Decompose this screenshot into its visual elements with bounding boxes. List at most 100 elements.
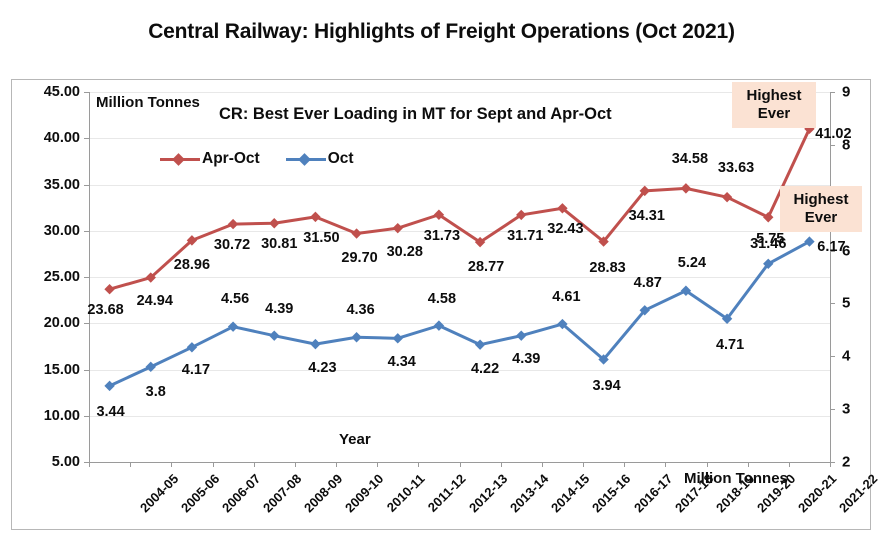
data-label-oct: 4.17 xyxy=(181,362,211,379)
series-marker-oct xyxy=(227,321,239,332)
right-axis-tick-label: 8 xyxy=(842,136,851,154)
data-label-oct: 4.36 xyxy=(346,302,375,319)
series-marker-apr-oct xyxy=(516,209,527,221)
series-marker-oct xyxy=(351,332,362,343)
series-marker-oct xyxy=(721,313,733,324)
data-label-oct: 6.17 xyxy=(817,238,846,255)
series-marker-oct xyxy=(680,285,692,296)
series-marker-apr-oct xyxy=(433,209,445,220)
data-label-apr-oct: 28.77 xyxy=(467,259,505,276)
right-axis-tick xyxy=(830,92,835,93)
left-axis-tick-label: 35.00 xyxy=(43,176,80,193)
x-axis-tick xyxy=(541,462,543,467)
highest-ever-aproct-callout: Highest Ever xyxy=(732,82,816,129)
legend-label: Oct xyxy=(327,150,354,167)
data-label-oct: 5.75 xyxy=(756,230,785,247)
series-marker-apr-oct xyxy=(598,236,609,247)
data-label-apr-oct: 29.70 xyxy=(341,249,378,266)
series-marker-apr-oct xyxy=(310,211,321,223)
series-marker-oct xyxy=(104,380,115,392)
series-marker-oct xyxy=(516,330,527,341)
series-marker-apr-oct xyxy=(145,272,156,283)
left-axis-tick xyxy=(84,277,89,278)
legend-swatch-icon xyxy=(285,152,326,166)
data-label-apr-oct: 31.46 xyxy=(750,236,787,253)
series-marker-oct xyxy=(763,258,774,269)
series-marker-oct xyxy=(186,342,198,353)
x-axis-tick xyxy=(459,462,461,467)
x-axis-tick xyxy=(624,462,626,467)
callout-line-2: Ever xyxy=(757,104,791,122)
series-marker-apr-oct xyxy=(474,236,486,248)
data-label-apr-oct: 34.31 xyxy=(628,207,665,224)
left-axis-tick-label: 5.00 xyxy=(51,454,80,470)
x-axis-tick xyxy=(89,462,90,467)
series-marker-oct xyxy=(269,330,280,341)
chart-container: Million Tonnes Million Tonnes CR: Best E… xyxy=(11,79,881,530)
data-label-apr-oct: 31.50 xyxy=(303,229,340,246)
data-label-oct: 5.24 xyxy=(677,254,707,271)
legend-item-apr-oct[interactable]: Apr-Oct xyxy=(160,150,260,168)
page-title: Central Railway: Highlights of Freight O… xyxy=(148,20,735,43)
left-axis-tick-label: 15.00 xyxy=(43,361,80,378)
data-label-apr-oct: 32.43 xyxy=(547,221,584,238)
series-marker-oct xyxy=(474,339,486,350)
gridline xyxy=(89,415,830,417)
legend-swatch-icon xyxy=(160,152,200,166)
data-label-oct: 4.39 xyxy=(512,350,541,367)
data-label-apr-oct: 30.81 xyxy=(261,236,298,253)
right-axis-tick xyxy=(830,409,835,411)
series-marker-apr-oct xyxy=(186,235,198,246)
x-axis-tick xyxy=(583,462,584,467)
x-axis-tick xyxy=(418,462,420,467)
series-marker-oct xyxy=(557,318,568,330)
right-axis-tick xyxy=(830,250,835,252)
series-marker-apr-oct xyxy=(721,191,733,203)
x-axis-tick xyxy=(788,462,790,467)
series-marker-oct xyxy=(598,354,609,365)
left-axis-tick xyxy=(84,138,89,140)
x-axis-tick xyxy=(130,462,132,467)
series-marker-apr-oct xyxy=(392,222,403,234)
right-axis-tick-label: 9 xyxy=(842,83,851,101)
data-label-oct: 4.34 xyxy=(387,354,416,371)
data-label-oct: 4.61 xyxy=(552,289,581,306)
left-axis-line xyxy=(89,92,90,462)
gridline xyxy=(89,277,830,278)
data-label-apr-oct: 30.28 xyxy=(386,244,423,261)
left-axis-tick xyxy=(84,369,89,371)
data-label-oct: 3.8 xyxy=(145,383,166,400)
right-axis-tick-label: 5 xyxy=(842,294,851,312)
right-axis-tick-label: 2 xyxy=(842,453,851,471)
data-label-apr-oct: 34.58 xyxy=(671,151,709,168)
right-axis-tick-label: 4 xyxy=(842,347,851,365)
data-label-apr-oct: 24.94 xyxy=(136,292,173,309)
left-axis-tick-label: 40.00 xyxy=(43,130,80,147)
right-axis-tick-label: 6 xyxy=(842,242,851,260)
data-label-apr-oct: 28.83 xyxy=(589,259,626,276)
data-label-oct: 4.87 xyxy=(633,275,662,292)
series-marker-oct xyxy=(310,338,321,350)
left-axis-tick-label: 30.00 xyxy=(43,222,80,239)
series-marker-apr-oct xyxy=(227,218,239,230)
data-label-oct: 4.22 xyxy=(470,360,500,377)
x-axis-tick xyxy=(212,462,214,467)
right-axis-line xyxy=(830,92,831,462)
data-label-oct: 4.39 xyxy=(265,300,294,317)
right-axis-unit-label: Million Tonnes xyxy=(684,470,788,487)
data-label-oct: 3.44 xyxy=(96,403,125,420)
gridline xyxy=(89,369,830,371)
legend-item-oct[interactable]: Oct xyxy=(285,150,354,168)
data-label-apr-oct: 31.71 xyxy=(507,227,544,244)
highest-ever-oct-callout: Highest Ever xyxy=(780,186,862,233)
gridline xyxy=(89,184,830,186)
x-axis-tick xyxy=(294,462,296,467)
series-marker-oct xyxy=(145,361,156,373)
data-label-apr-oct: 23.68 xyxy=(87,302,124,319)
series-line-apr-oct xyxy=(109,128,811,291)
series-line-oct xyxy=(108,240,811,388)
gridline xyxy=(89,323,830,325)
left-axis-tick-label: 45.00 xyxy=(43,84,80,100)
chart-legend: Apr-Oct Oct xyxy=(160,150,354,168)
data-label-oct: 4.71 xyxy=(715,336,745,353)
